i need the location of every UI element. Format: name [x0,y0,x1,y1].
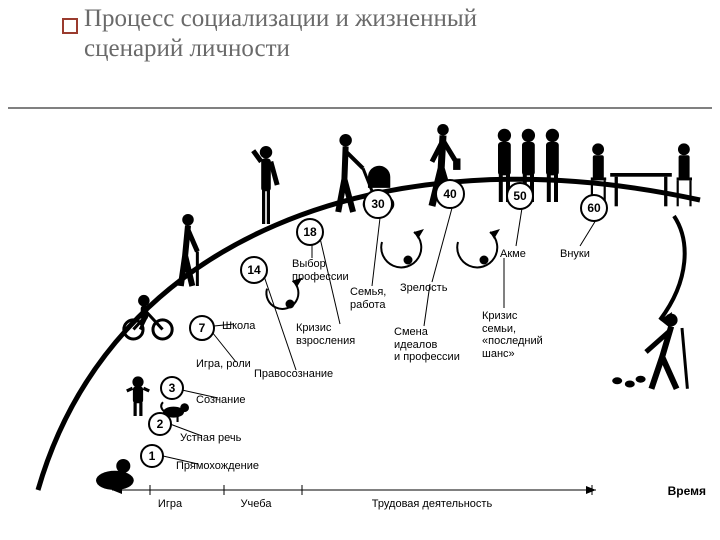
age-node-18: 18 [296,218,324,246]
stage-label: Кризис семьи, «последний шанс» [482,310,543,361]
phase-label: Учеба [241,498,272,510]
stage-label: Правосознание [254,368,333,381]
title-bullet-icon [62,18,78,34]
age-node-1: 1 [140,444,164,468]
stage-label: Устная речь [180,432,241,445]
stage-label: Школа [222,320,255,333]
stage-label: Зрелость [400,282,447,295]
age-node-14: 14 [240,256,268,284]
stage-label: Смена идеалов и профессии [394,326,460,364]
phase-label: Игра [158,498,182,510]
time-axis-label: Время [668,484,706,498]
age-node-50: 50 [506,182,534,210]
stage-label: Сознание [196,394,246,407]
life-arc-diagram: 1 2 3 7 14 18 30 40 50 60 Прямохождение Устная речь… [0,70,720,530]
slide-title-area: Процесс социализации и жизненный сценари… [84,4,477,63]
stage-label: Выбор профессии [292,258,349,283]
age-node-3: 3 [160,376,184,400]
age-node-30: 30 [363,189,393,219]
age-node-40: 40 [435,179,465,209]
slide-title: Процесс социализации и жизненный сценари… [84,4,477,63]
stage-label: Прямохождение [176,460,259,473]
phase-label: Трудовая деятельность [372,498,492,510]
stage-label: Игра, роли [196,358,251,371]
age-node-2: 2 [148,412,172,436]
stage-label: Акме [500,248,526,261]
stage-label: Кризис взросления [296,322,355,347]
stage-label: Семья, работа [350,286,386,311]
stage-label: Внуки [560,248,590,261]
age-node-60: 60 [580,194,608,222]
age-node-7: 7 [189,315,215,341]
